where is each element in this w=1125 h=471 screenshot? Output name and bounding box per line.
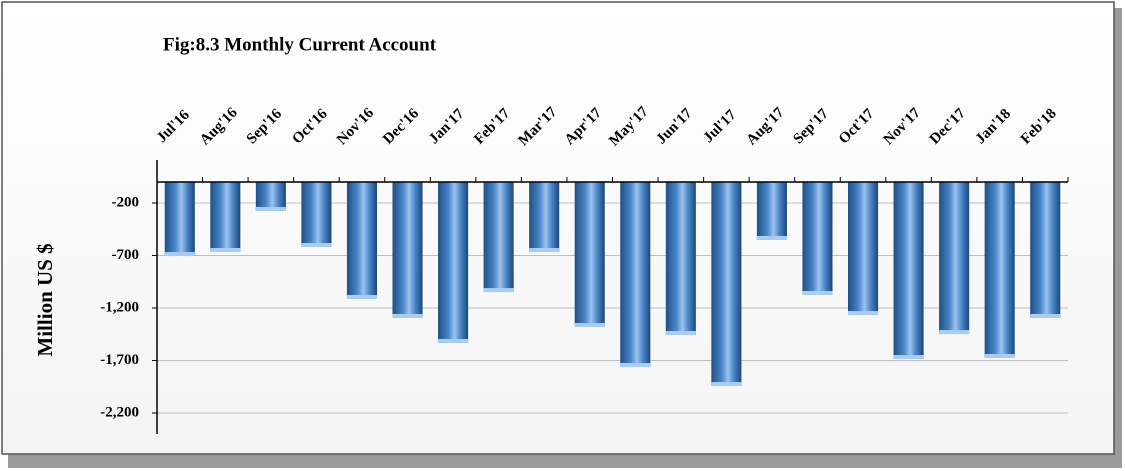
bar	[301, 182, 332, 247]
y-tick-label: -1,200	[100, 299, 139, 315]
bar	[574, 182, 605, 328]
bar	[483, 182, 514, 293]
bar-end	[802, 290, 833, 295]
y-tick-label: -700	[112, 247, 140, 263]
y-tick-label: -1,700	[100, 352, 139, 368]
bar	[893, 182, 924, 360]
bar-end	[346, 294, 378, 299]
bar-end	[210, 248, 241, 253]
bar	[620, 182, 651, 368]
y-tick-label: -200	[112, 194, 140, 210]
bar-end	[893, 355, 924, 360]
bar-end	[711, 382, 742, 387]
bar-end	[620, 363, 651, 368]
bar	[984, 182, 1015, 358]
y-axis-label: Million US $	[33, 243, 57, 356]
y-tick-label: -2,200	[100, 404, 139, 420]
bar-end	[665, 330, 696, 335]
bar-end	[438, 338, 469, 343]
chart-title: Fig:8.3 Monthly Current Account	[163, 34, 437, 55]
bar-end	[984, 353, 1015, 358]
bar	[1030, 182, 1061, 318]
bar	[711, 182, 742, 387]
bar	[210, 182, 241, 253]
bar	[392, 182, 423, 318]
bar-end	[483, 288, 514, 293]
bar-end	[529, 248, 560, 253]
bar	[665, 182, 696, 335]
bar	[802, 182, 833, 295]
bar	[529, 182, 560, 253]
bar	[255, 182, 286, 211]
bar	[756, 182, 787, 240]
bar-end	[847, 311, 879, 316]
bar	[939, 182, 970, 335]
bar	[164, 182, 195, 257]
bar-end	[756, 235, 787, 240]
bar-end	[255, 206, 286, 211]
bar-end	[301, 242, 332, 247]
bar	[438, 182, 469, 343]
bar-end	[164, 252, 195, 257]
bar	[847, 182, 879, 316]
bar-end	[939, 330, 970, 335]
bar	[346, 182, 378, 299]
bar-end	[392, 313, 423, 318]
bar-end	[1030, 313, 1061, 318]
bar-end	[574, 323, 605, 328]
